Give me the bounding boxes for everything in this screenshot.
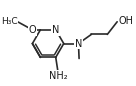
Text: H₃C: H₃C bbox=[1, 17, 18, 26]
Text: N: N bbox=[52, 25, 59, 35]
Text: NH₂: NH₂ bbox=[49, 71, 67, 81]
Text: N: N bbox=[75, 39, 82, 49]
Text: OH: OH bbox=[119, 16, 134, 26]
Text: O: O bbox=[29, 25, 36, 35]
